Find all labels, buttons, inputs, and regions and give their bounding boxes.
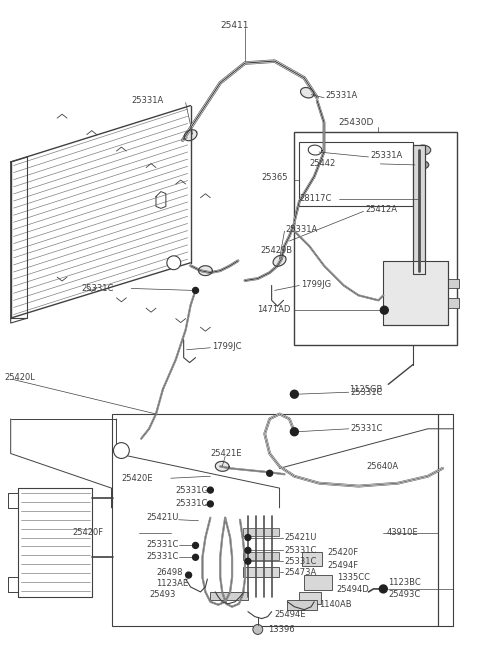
- Circle shape: [267, 470, 273, 476]
- Text: 25420F: 25420F: [327, 548, 358, 557]
- Circle shape: [192, 543, 199, 549]
- Text: 25494D: 25494D: [337, 586, 370, 594]
- Ellipse shape: [417, 161, 429, 169]
- Circle shape: [290, 428, 298, 436]
- Text: A: A: [171, 260, 176, 266]
- Circle shape: [167, 256, 180, 270]
- Text: 25331C: 25331C: [176, 486, 208, 494]
- Text: 28117C: 28117C: [300, 194, 332, 203]
- Circle shape: [192, 287, 199, 293]
- Text: 25421U: 25421U: [146, 513, 179, 522]
- Bar: [384, 261, 447, 325]
- Bar: [304, 575, 332, 590]
- Bar: [243, 552, 278, 560]
- Bar: [243, 567, 278, 577]
- Text: 25331A: 25331A: [286, 225, 318, 234]
- Text: 25420E: 25420E: [121, 473, 153, 483]
- Text: 25493: 25493: [149, 590, 175, 599]
- Text: 25493C: 25493C: [388, 590, 420, 599]
- Text: 25331C: 25331C: [285, 557, 317, 565]
- Bar: [243, 528, 278, 535]
- Bar: [288, 600, 317, 610]
- Text: 25420L: 25420L: [5, 373, 36, 382]
- Text: 25420F: 25420F: [72, 528, 103, 537]
- Bar: [447, 298, 459, 308]
- Polygon shape: [273, 255, 286, 266]
- Bar: [111, 414, 438, 626]
- Text: 13396: 13396: [268, 625, 294, 634]
- Text: 25331C: 25331C: [351, 424, 383, 434]
- Circle shape: [290, 390, 298, 398]
- Bar: [447, 279, 459, 289]
- Circle shape: [380, 306, 388, 314]
- Text: 1799JG: 1799JG: [301, 280, 331, 289]
- Text: 25331C: 25331C: [146, 552, 179, 561]
- Text: 25473A: 25473A: [285, 567, 317, 577]
- Text: 25331A: 25331A: [325, 91, 357, 100]
- Bar: [300, 592, 321, 604]
- Text: 25640A: 25640A: [367, 462, 399, 471]
- Text: 26498: 26498: [156, 567, 182, 577]
- Text: 25430D: 25430D: [339, 118, 374, 127]
- Circle shape: [186, 572, 192, 578]
- Text: 25411: 25411: [220, 21, 249, 30]
- Text: 25442: 25442: [309, 159, 336, 168]
- Text: 25331C: 25331C: [285, 546, 317, 555]
- Polygon shape: [199, 266, 212, 276]
- Text: 1125GB: 1125GB: [349, 385, 382, 394]
- Bar: [302, 552, 322, 566]
- Circle shape: [113, 443, 129, 458]
- Polygon shape: [184, 130, 197, 141]
- Text: 25365: 25365: [262, 173, 288, 182]
- Ellipse shape: [415, 145, 431, 155]
- Text: 25412A: 25412A: [366, 205, 397, 214]
- Circle shape: [245, 535, 251, 541]
- Bar: [413, 145, 425, 274]
- Text: 25429B: 25429B: [261, 246, 293, 255]
- Circle shape: [207, 487, 213, 493]
- Text: A: A: [119, 447, 124, 454]
- Polygon shape: [308, 145, 322, 155]
- Text: 25331C: 25331C: [146, 540, 179, 549]
- Text: 1335CC: 1335CC: [337, 573, 370, 582]
- Circle shape: [192, 554, 199, 560]
- Circle shape: [245, 558, 251, 564]
- Polygon shape: [300, 88, 314, 98]
- Bar: [210, 592, 248, 600]
- Text: 25331A: 25331A: [131, 96, 164, 105]
- Text: 25494E: 25494E: [275, 610, 306, 619]
- Circle shape: [253, 624, 263, 635]
- Circle shape: [207, 501, 213, 507]
- Text: 1471AD: 1471AD: [257, 305, 290, 313]
- Circle shape: [379, 585, 387, 593]
- Circle shape: [245, 547, 251, 553]
- Text: 25331C: 25331C: [82, 284, 114, 293]
- Text: 25331C: 25331C: [351, 388, 383, 397]
- Text: 1140AB: 1140AB: [319, 600, 352, 609]
- Bar: [300, 142, 413, 206]
- Text: 43910E: 43910E: [386, 528, 418, 537]
- Text: 25331C: 25331C: [176, 500, 208, 509]
- Text: 1123BC: 1123BC: [388, 577, 421, 586]
- Text: 25331A: 25331A: [371, 150, 403, 159]
- Text: 25421E: 25421E: [210, 449, 242, 458]
- Text: 1123AE: 1123AE: [156, 579, 188, 588]
- Text: 25494F: 25494F: [327, 561, 358, 569]
- Text: 25421U: 25421U: [285, 533, 317, 542]
- Bar: [294, 133, 457, 345]
- Polygon shape: [216, 462, 229, 471]
- Text: 1799JC: 1799JC: [212, 342, 242, 351]
